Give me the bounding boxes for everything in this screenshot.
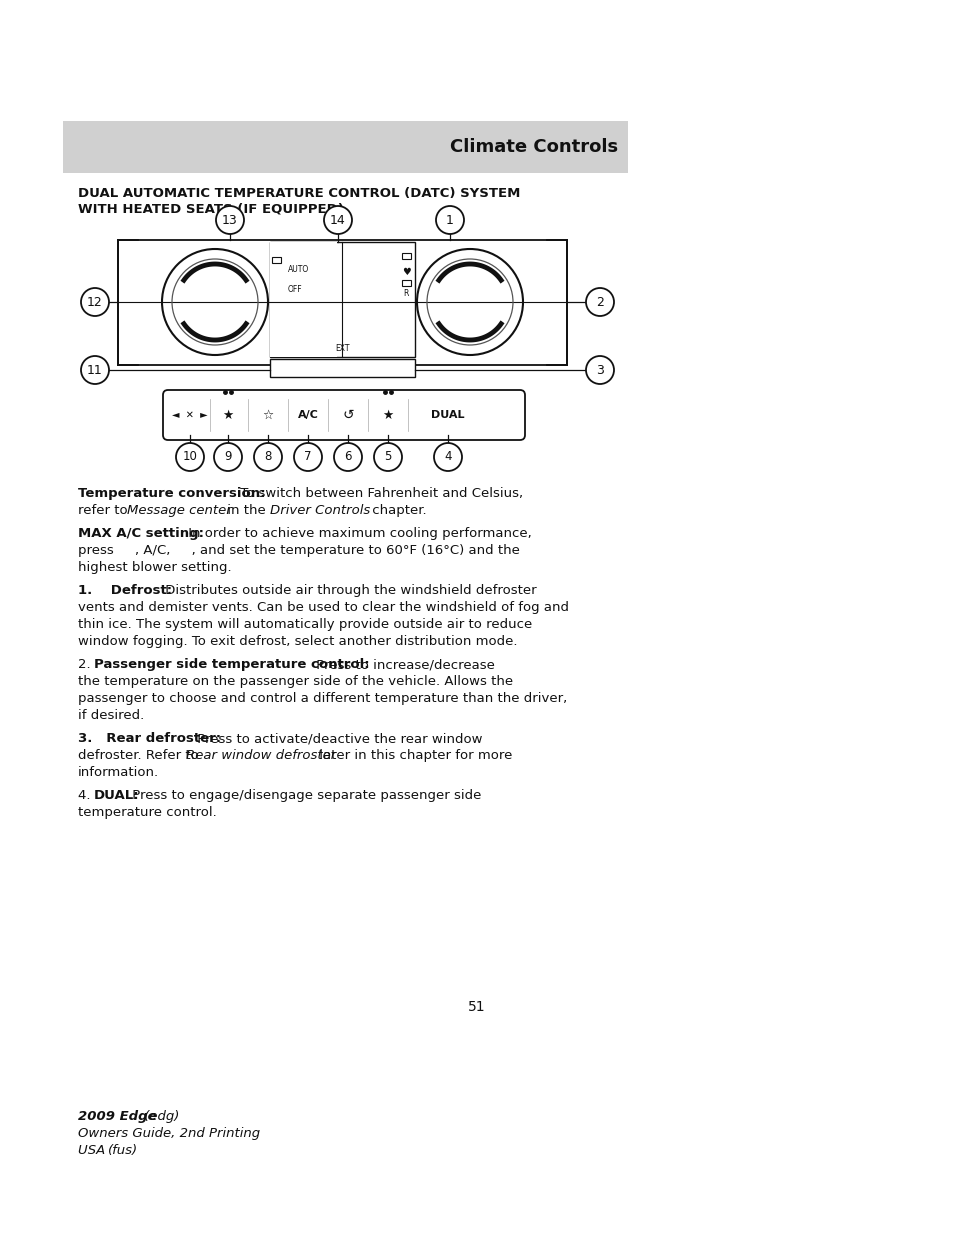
Text: thin ice. The system will automatically provide outside air to reduce: thin ice. The system will automatically …	[78, 618, 532, 631]
Text: press     , A/C,     , and set the temperature to 60°F (16°C) and the: press , A/C, , and set the temperature t…	[78, 543, 519, 557]
Text: 3.   Rear defroster:: 3. Rear defroster:	[78, 732, 221, 745]
Text: defroster. Refer to: defroster. Refer to	[78, 748, 203, 762]
FancyBboxPatch shape	[401, 280, 411, 287]
Circle shape	[162, 249, 268, 354]
Text: 2: 2	[596, 295, 603, 309]
Text: 5: 5	[384, 451, 392, 463]
Text: 14: 14	[330, 214, 346, 226]
FancyBboxPatch shape	[63, 121, 627, 173]
Text: OFF: OFF	[288, 284, 302, 294]
FancyBboxPatch shape	[118, 240, 566, 366]
Text: the temperature on the passenger side of the vehicle. Allows the: the temperature on the passenger side of…	[78, 676, 513, 688]
Text: 11: 11	[87, 363, 103, 377]
Text: 1.    Defrost:: 1. Defrost:	[78, 584, 172, 597]
Text: MAX A/C setting:: MAX A/C setting:	[78, 527, 204, 540]
Text: ☆: ☆	[262, 409, 274, 421]
Text: ♥: ♥	[402, 267, 411, 277]
Text: Press to engage/disengage separate passenger side: Press to engage/disengage separate passe…	[128, 789, 481, 802]
Text: 51: 51	[468, 1000, 485, 1014]
Circle shape	[416, 249, 522, 354]
Circle shape	[253, 443, 282, 471]
FancyBboxPatch shape	[270, 242, 336, 357]
Circle shape	[434, 443, 461, 471]
Text: R: R	[403, 289, 408, 298]
FancyBboxPatch shape	[270, 242, 415, 357]
Text: DUAL:: DUAL:	[94, 789, 139, 802]
Text: 6: 6	[344, 451, 352, 463]
FancyBboxPatch shape	[163, 390, 524, 440]
Text: 12: 12	[87, 295, 103, 309]
Text: AUTO: AUTO	[288, 264, 309, 273]
Text: Driver Controls: Driver Controls	[270, 504, 370, 517]
Text: DUAL AUTOMATIC TEMPERATURE CONTROL (DATC) SYSTEM: DUAL AUTOMATIC TEMPERATURE CONTROL (DATC…	[78, 186, 519, 200]
Circle shape	[294, 443, 322, 471]
Text: 2009 Edge: 2009 Edge	[78, 1110, 156, 1123]
Circle shape	[81, 288, 109, 316]
Text: Temperature conversion:: Temperature conversion:	[78, 487, 265, 500]
Text: A/C: A/C	[297, 410, 318, 420]
Circle shape	[213, 443, 242, 471]
Text: information.: information.	[78, 766, 159, 779]
Text: Owners Guide, 2nd Printing: Owners Guide, 2nd Printing	[78, 1128, 260, 1140]
Text: vents and demister vents. Can be used to clear the windshield of fog and: vents and demister vents. Can be used to…	[78, 601, 568, 614]
Text: Rear window defroster: Rear window defroster	[186, 748, 335, 762]
Text: 4.: 4.	[78, 789, 94, 802]
Text: 8: 8	[264, 451, 272, 463]
Text: ★: ★	[382, 409, 394, 421]
FancyBboxPatch shape	[272, 257, 281, 263]
Text: in the: in the	[223, 504, 270, 517]
Text: WITH HEATED SEATS (IF EQUIPPED): WITH HEATED SEATS (IF EQUIPPED)	[78, 203, 343, 216]
Text: 3: 3	[596, 363, 603, 377]
Circle shape	[374, 443, 401, 471]
Text: refer to: refer to	[78, 504, 132, 517]
Text: Passenger side temperature control:: Passenger side temperature control:	[94, 658, 369, 671]
Circle shape	[175, 443, 204, 471]
Text: ↺: ↺	[342, 408, 354, 422]
FancyBboxPatch shape	[401, 253, 411, 259]
Circle shape	[215, 206, 244, 233]
Text: To switch between Fahrenheit and Celsius,: To switch between Fahrenheit and Celsius…	[235, 487, 522, 500]
Text: Climate Controls: Climate Controls	[450, 138, 618, 156]
Circle shape	[585, 356, 614, 384]
Text: (edg): (edg)	[140, 1110, 179, 1123]
Circle shape	[81, 356, 109, 384]
Text: 10: 10	[182, 451, 197, 463]
Text: 2.: 2.	[78, 658, 94, 671]
Text: Distributes outside air through the windshield defroster: Distributes outside air through the wind…	[161, 584, 536, 597]
FancyBboxPatch shape	[270, 359, 415, 377]
Text: Press to activate/deactive the rear window: Press to activate/deactive the rear wind…	[193, 732, 482, 745]
Text: USA: USA	[78, 1144, 110, 1157]
Text: window fogging. To exit defrost, select another distribution mode.: window fogging. To exit defrost, select …	[78, 635, 517, 648]
Circle shape	[324, 206, 352, 233]
Text: ★: ★	[222, 409, 233, 421]
Text: In order to achieve maximum cooling performance,: In order to achieve maximum cooling perf…	[184, 527, 531, 540]
Circle shape	[334, 443, 361, 471]
Text: Press to increase/decrease: Press to increase/decrease	[312, 658, 495, 671]
Text: chapter.: chapter.	[368, 504, 426, 517]
Text: temperature control.: temperature control.	[78, 806, 216, 819]
Text: if desired.: if desired.	[78, 709, 144, 722]
Circle shape	[585, 288, 614, 316]
Text: 7: 7	[304, 451, 312, 463]
Text: DUAL: DUAL	[431, 410, 464, 420]
Text: (fus): (fus)	[108, 1144, 138, 1157]
Text: 13: 13	[222, 214, 237, 226]
Text: EXT: EXT	[335, 345, 350, 353]
Text: 1: 1	[446, 214, 454, 226]
Text: passenger to choose and control a different temperature than the driver,: passenger to choose and control a differ…	[78, 692, 567, 705]
Text: later in this chapter for more: later in this chapter for more	[314, 748, 512, 762]
Circle shape	[436, 206, 463, 233]
Text: ◄  ✕  ►: ◄ ✕ ►	[172, 410, 208, 420]
Text: Message center: Message center	[127, 504, 232, 517]
Text: 9: 9	[224, 451, 232, 463]
Text: 4: 4	[444, 451, 452, 463]
Text: highest blower setting.: highest blower setting.	[78, 561, 232, 574]
